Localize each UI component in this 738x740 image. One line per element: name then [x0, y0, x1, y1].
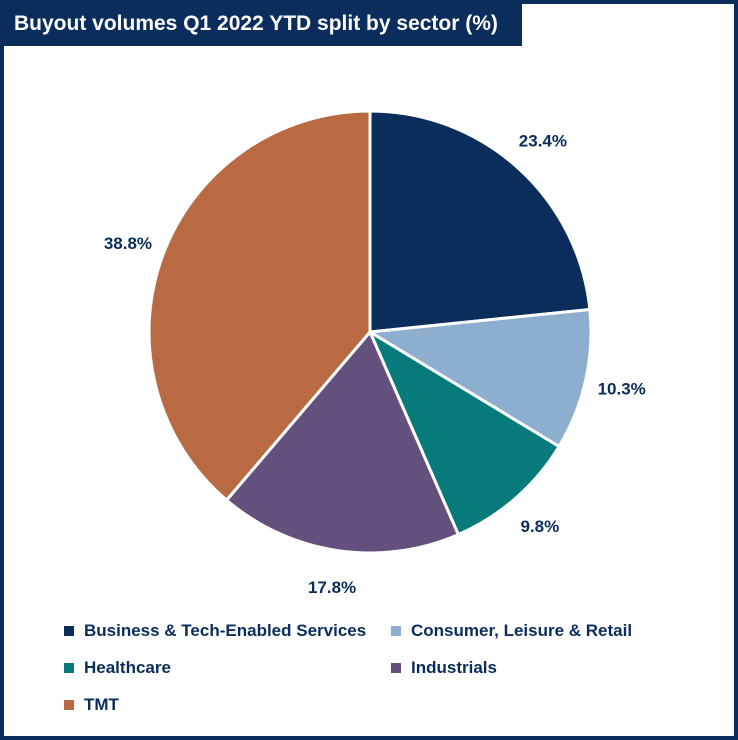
pie-slice-healthcare [366, 328, 562, 537]
pie-slice-industrials [224, 329, 461, 555]
data-label-tmt: 38.8% [104, 234, 152, 253]
pie-slice-tmt [147, 109, 372, 503]
title-bar: Buyout volumes Q1 2022 YTD split by sect… [4, 4, 522, 46]
data-label-business-tech: 23.4% [519, 132, 567, 151]
pie-slice-business-tech [368, 109, 592, 334]
data-label-healthcare: 9.8% [520, 517, 559, 536]
data-label-industrials: 17.8% [308, 578, 356, 597]
pie-slice-consumer [365, 307, 593, 449]
chart-title: Buyout volumes Q1 2022 YTD split by sect… [14, 12, 498, 35]
data-label-consumer: 10.3% [598, 380, 646, 399]
